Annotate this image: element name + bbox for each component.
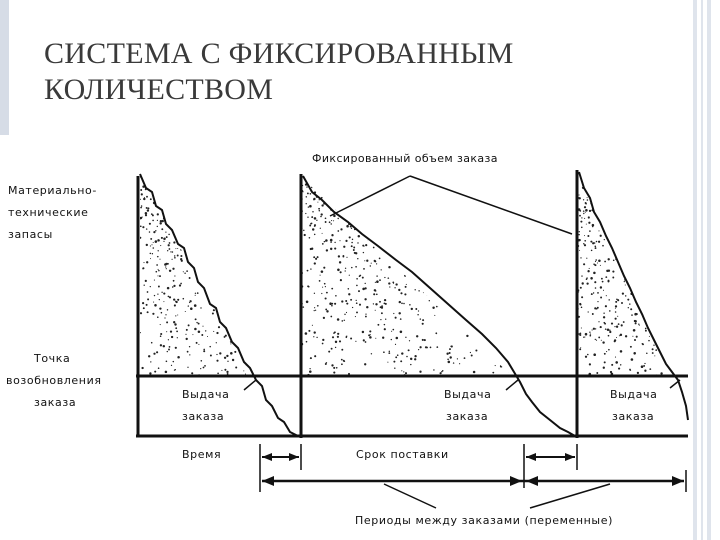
lead-time-label: Срок поставки bbox=[356, 448, 449, 461]
title-line-2: КОЛИЧЕСТВОМ bbox=[44, 73, 274, 106]
y-axis-label-line-2: технические bbox=[8, 206, 89, 219]
period-arrowhead-m-r bbox=[526, 476, 538, 486]
inventory-diagram: Фиксированный объем заказа Материально- … bbox=[6, 152, 689, 527]
slide-title: СИСТЕМА С ФИКСИРОВАННЫМ КОЛИЧЕСТВОМ bbox=[44, 36, 644, 108]
periods-label: Периоды между заказами (переменные) bbox=[355, 514, 613, 527]
period-arrowhead-l bbox=[262, 476, 274, 486]
issue-pointer-2 bbox=[505, 379, 519, 391]
fixed-order-pointer-right bbox=[409, 175, 573, 235]
y-axis-label-line-3: запасы bbox=[8, 228, 53, 241]
issue-order-label-1: Выдача заказа bbox=[182, 388, 234, 423]
reorder-label-line-2: возобновления bbox=[6, 374, 102, 387]
reorder-label-line-3: заказа bbox=[34, 396, 76, 409]
fixed-order-label: Фиксированный объем заказа bbox=[312, 152, 498, 165]
fixed-order-pointer-left bbox=[329, 175, 411, 217]
consumption-curve-2 bbox=[302, 175, 576, 437]
reorder-point-label: Точка возобновления заказа bbox=[6, 352, 106, 409]
stock-cycle-2-fill bbox=[300, 176, 512, 376]
period-arrowhead-m-l bbox=[510, 476, 522, 486]
y-axis-label: Материально- технические запасы bbox=[8, 184, 101, 241]
lead-time-arrowhead-1l bbox=[262, 453, 272, 461]
issue-order-label-2: Выдача заказа bbox=[444, 388, 496, 423]
issue-pointer-1 bbox=[243, 379, 257, 391]
period-arrowhead-r bbox=[672, 476, 684, 486]
issue-pointer-3 bbox=[669, 379, 681, 389]
period-pointer-right bbox=[529, 483, 611, 509]
consumption-curve-1 bbox=[139, 173, 299, 437]
y-axis-label-line-1: Материально- bbox=[8, 184, 97, 197]
time-label: Время bbox=[182, 448, 221, 461]
lead-time-arrowhead-1r bbox=[289, 453, 299, 461]
lead-time-arrowhead-2r bbox=[565, 453, 575, 461]
consumption-curve-3 bbox=[578, 171, 689, 421]
period-pointer-left bbox=[383, 483, 437, 509]
reorder-label-line-1: Точка bbox=[33, 352, 70, 365]
lead-time-arrowhead-2l bbox=[526, 453, 536, 461]
right-decor-stripes bbox=[693, 0, 720, 540]
left-decor-bar bbox=[0, 0, 9, 135]
issue-order-label-3: Выдача заказа bbox=[610, 388, 662, 423]
title-line-1: СИСТЕМА С ФИКСИРОВАННЫМ bbox=[44, 37, 514, 70]
